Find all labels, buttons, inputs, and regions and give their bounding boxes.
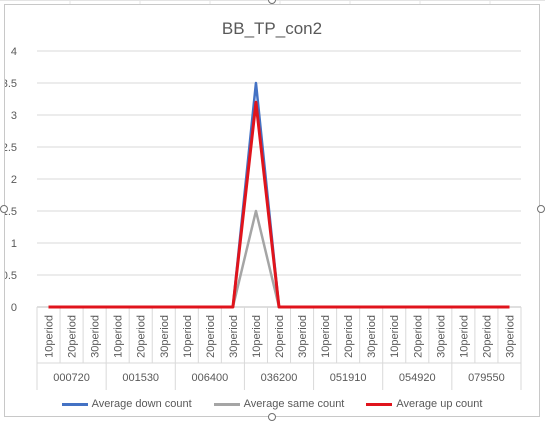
x-group-label: 036200 [261, 372, 298, 384]
x-subcategory-label: 20period [205, 315, 217, 358]
series-line-same [48, 209, 510, 309]
x-group-label: 054920 [399, 372, 436, 384]
y-tick-label: 0.5 [5, 270, 17, 282]
resize-handle-left[interactable] [0, 205, 8, 213]
x-subcategory-label: 30period [90, 315, 102, 358]
x-subcategory-label: 20period [67, 315, 79, 358]
y-tick-label: 0 [11, 302, 17, 314]
x-subcategory-label: 20period [343, 315, 355, 358]
legend-label-up: Average up count [396, 398, 483, 410]
x-subcategory-label: 10period [251, 315, 263, 358]
x-subcategory-label: 10period [458, 315, 470, 358]
legend-swatch-up [366, 402, 393, 406]
x-subcategory-label: 20period [136, 315, 148, 358]
x-subcategory-label: 10period [113, 315, 125, 358]
x-subcategory-label: 20period [412, 315, 424, 358]
x-subcategory-label: 30period [366, 315, 378, 358]
chart-area[interactable]: BB_TP_con2 0 0.5 1 1.5 2 2.5 3 3.5 4 10period 20pe… [4, 4, 540, 417]
y-tick-label: 1 [11, 238, 17, 250]
legend-item-same: Average same count [213, 398, 345, 410]
x-subcategory-label: 30period [504, 315, 516, 358]
legend-item-down: Average down count [61, 398, 192, 410]
x-subcategory-label: 10period [320, 315, 332, 358]
x-subcategory-label: 10period [182, 315, 194, 358]
x-group-label: 051910 [330, 372, 367, 384]
y-tick-label: 1.5 [5, 206, 17, 218]
x-group-label: 001530 [122, 372, 159, 384]
x-subcategory-label: 10period [44, 315, 56, 358]
resize-handle-bottom[interactable] [268, 413, 276, 421]
resize-handle-right[interactable] [537, 205, 545, 213]
y-tick-label: 2.5 [5, 142, 17, 154]
x-subcategory-label: 30period [435, 315, 447, 358]
chart-title: BB_TP_con2 [221, 19, 323, 38]
legend-item-up: Average up count [366, 398, 482, 410]
x-group-label: 079550 [468, 372, 505, 384]
x-subcategory-label: 30period [297, 315, 309, 358]
series-line-down [48, 81, 510, 309]
x-subcategory-label: 30period [159, 315, 171, 358]
x-subcategory-label: 20period [274, 315, 286, 358]
y-tick-label: 3.5 [5, 78, 17, 90]
series-line-up [48, 100, 510, 309]
y-tick-label: 3 [11, 110, 17, 122]
chart-legend: Average down count Average same count Av… [5, 398, 539, 410]
x-group-label: 006400 [191, 372, 228, 384]
legend-label-same: Average same count [243, 398, 345, 410]
x-subcategory-label: 10period [389, 315, 401, 358]
x-subcategory-label: 20period [481, 315, 493, 358]
y-tick-label: 4 [11, 46, 17, 58]
plot-area: 0 0.5 1 1.5 2 2.5 3 3.5 4 10period 20period 30perio… [5, 46, 522, 390]
legend-swatch-down [61, 402, 88, 406]
y-tick-label: 2 [11, 174, 17, 186]
legend-swatch-same [213, 402, 240, 406]
legend-label-down: Average down count [91, 398, 192, 410]
x-group-label: 000720 [53, 372, 90, 384]
x-subcategory-label: 30period [228, 315, 240, 358]
